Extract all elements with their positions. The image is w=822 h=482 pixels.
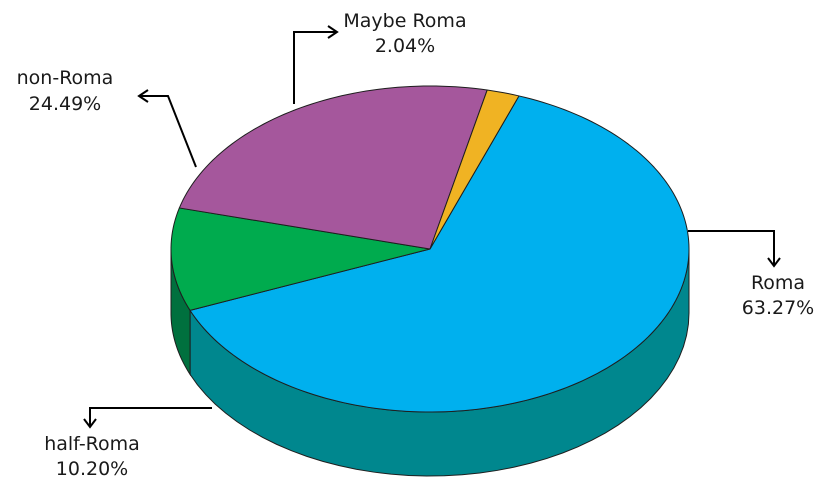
leader-arrow-maybe-roma (293, 31, 336, 104)
arrowhead-maybe-roma (327, 25, 339, 39)
leader-arrow-roma (688, 230, 775, 265)
arrowhead-roma (767, 257, 781, 268)
slice-roma (189, 95, 690, 413)
arrowhead-half-roma (83, 418, 97, 429)
slice-value-maybe-roma: 2.04% (375, 35, 435, 57)
slice-value-non-roma: 24.49% (29, 93, 101, 115)
arrowhead-non-roma (137, 89, 149, 103)
slice-label-roma: Roma (751, 272, 805, 294)
pie-top-layer (170, 85, 690, 413)
leader-arrow-non-roma (140, 95, 197, 168)
slice-half-roma (170, 207, 431, 311)
slice-value-roma: 63.27% (742, 297, 814, 319)
slice-label-non-roma: non-Roma (17, 67, 114, 89)
slice-label-maybe-roma: Maybe Roma (343, 10, 466, 32)
leader-arrow-half-roma (89, 407, 212, 426)
slice-value-half-roma: 10.20% (56, 458, 128, 480)
slice-maybe-roma (429, 89, 520, 250)
slice-non-roma (178, 85, 488, 250)
slice-label-half-roma: half-Roma (44, 433, 140, 455)
